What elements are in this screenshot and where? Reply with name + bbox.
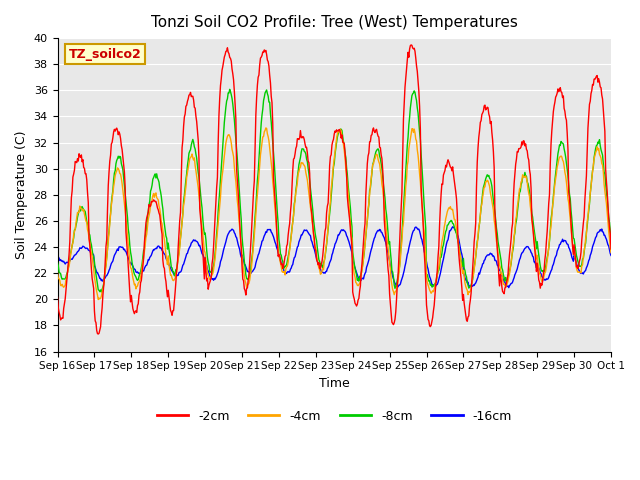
X-axis label: Time: Time (319, 377, 349, 390)
Text: TZ_soilco2: TZ_soilco2 (68, 48, 141, 60)
Title: Tonzi Soil CO2 Profile: Tree (West) Temperatures: Tonzi Soil CO2 Profile: Tree (West) Temp… (151, 15, 518, 30)
Legend: -2cm, -4cm, -8cm, -16cm: -2cm, -4cm, -8cm, -16cm (152, 405, 517, 428)
Y-axis label: Soil Temperature (C): Soil Temperature (C) (15, 131, 28, 259)
